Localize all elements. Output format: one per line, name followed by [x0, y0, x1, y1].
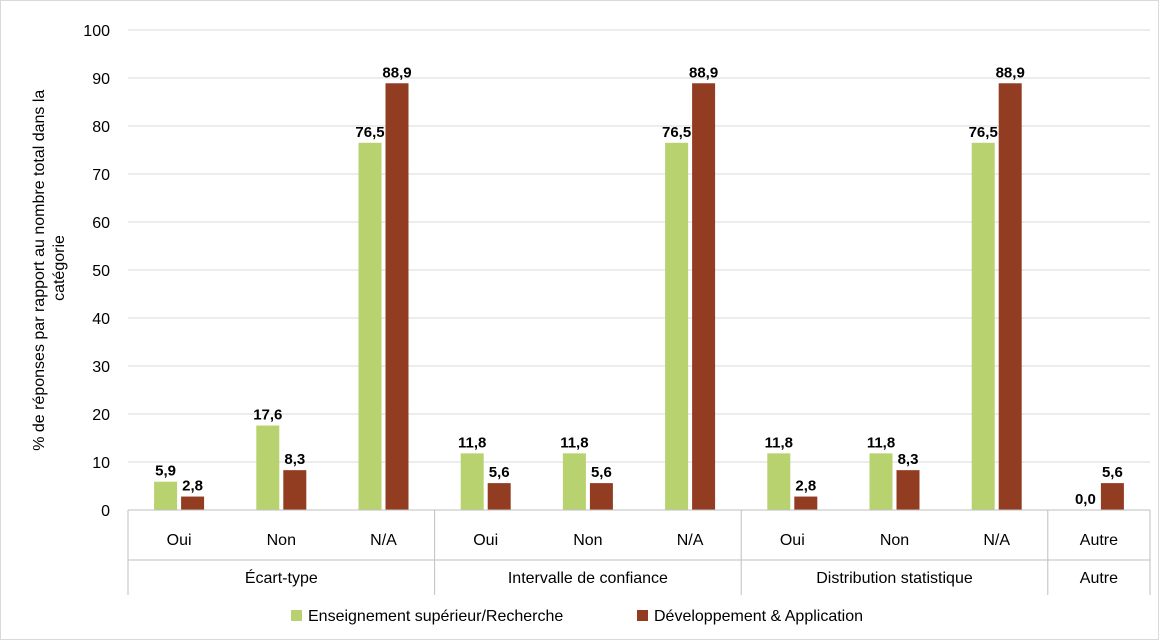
x-category-label: N/A — [677, 532, 704, 549]
data-label: 8,3 — [898, 451, 919, 468]
bar — [971, 142, 995, 511]
y-axis-title: % de réponses par rapport au nombre tota… — [31, 85, 68, 451]
data-label: 5,6 — [1102, 464, 1123, 481]
data-label: 11,8 — [560, 434, 588, 451]
data-label: 2,8 — [182, 478, 203, 495]
data-label: 0,0 — [1075, 491, 1096, 508]
data-label: 5,6 — [489, 464, 510, 481]
legend-swatch-series-1 — [291, 610, 302, 621]
y-tick-label: 70 — [92, 167, 110, 184]
y-tick-label: 90 — [92, 71, 110, 88]
x-category-label: Non — [880, 532, 909, 549]
data-label: 88,9 — [996, 64, 1025, 81]
data-label: 11,8 — [458, 434, 486, 451]
data-label: 5,6 — [591, 464, 612, 481]
bar — [692, 83, 716, 510]
bar — [998, 83, 1022, 510]
data-label: 11,8 — [867, 434, 895, 451]
bar — [385, 83, 409, 510]
y-tick-label: 20 — [92, 407, 110, 424]
bar — [1100, 483, 1124, 510]
data-label: 76,5 — [969, 124, 998, 141]
y-tick-label: 0 — [101, 503, 110, 520]
data-label: 76,5 — [662, 124, 691, 141]
bar — [487, 483, 511, 510]
x-category-label: Non — [267, 532, 296, 549]
legend-swatch-series-2 — [637, 610, 648, 621]
bar — [283, 470, 307, 510]
y-tick-label: 30 — [92, 359, 110, 376]
axes: 0 10 20 30 40 50 60 70 80 90 100 Oui Non N/A Oui Non N/A… — [83, 23, 1151, 595]
data-label: 5,9 — [155, 463, 176, 480]
y-axis-title-line-2: catégorie — [51, 235, 68, 301]
data-labels: 5,9 17,6 76,5 11,8 11,8 76,5 11,8 11,8 76,5 0,0 2,… — [155, 64, 1123, 508]
bar — [358, 142, 382, 511]
y-tick-label: 50 — [92, 263, 110, 280]
bar — [460, 453, 484, 510]
data-label: 88,9 — [382, 64, 411, 81]
bar — [589, 483, 613, 510]
bar — [256, 425, 280, 510]
bar — [896, 470, 920, 510]
data-label: 2,8 — [795, 478, 816, 495]
x-group-label: Écart-type — [245, 568, 318, 587]
x-category-label: Oui — [780, 532, 805, 549]
x-group-label: Intervalle de confiance — [508, 570, 668, 587]
bars — [154, 83, 1124, 511]
data-label: 76,5 — [355, 124, 384, 141]
legend: Enseignement supérieur/Recherche Dévelop… — [291, 608, 863, 625]
x-group-label: Distribution statistique — [816, 570, 973, 587]
y-tick-label: 100 — [83, 23, 110, 40]
x-category-label: Autre — [1080, 532, 1118, 549]
bar — [665, 142, 689, 511]
bar — [562, 453, 586, 510]
y-axis-title-line-1: % de réponses par rapport au nombre tota… — [31, 90, 48, 451]
y-tick-label: 40 — [92, 311, 110, 328]
x-category-label: N/A — [983, 532, 1010, 549]
data-label: 88,9 — [689, 64, 718, 81]
x-category-label: Oui — [167, 532, 192, 549]
data-label: 17,6 — [253, 407, 282, 424]
x-category-label: N/A — [370, 532, 397, 549]
data-label: 11,8 — [765, 434, 793, 451]
bar — [869, 453, 893, 510]
x-group-label: Autre — [1080, 570, 1118, 587]
y-tick-label: 80 — [92, 119, 110, 136]
bar — [181, 496, 205, 510]
y-tick-label: 10 — [92, 455, 110, 472]
x-category-label: Oui — [473, 532, 498, 549]
x-category-label: Non — [573, 532, 602, 549]
legend-label-series-1: Enseignement supérieur/Recherche — [308, 608, 563, 625]
y-tick-label: 60 — [92, 215, 110, 232]
bar — [767, 453, 791, 510]
bar — [794, 496, 818, 510]
bar — [154, 481, 178, 510]
data-label: 8,3 — [284, 451, 305, 468]
legend-label-series-2: Développement & Application — [654, 608, 863, 625]
